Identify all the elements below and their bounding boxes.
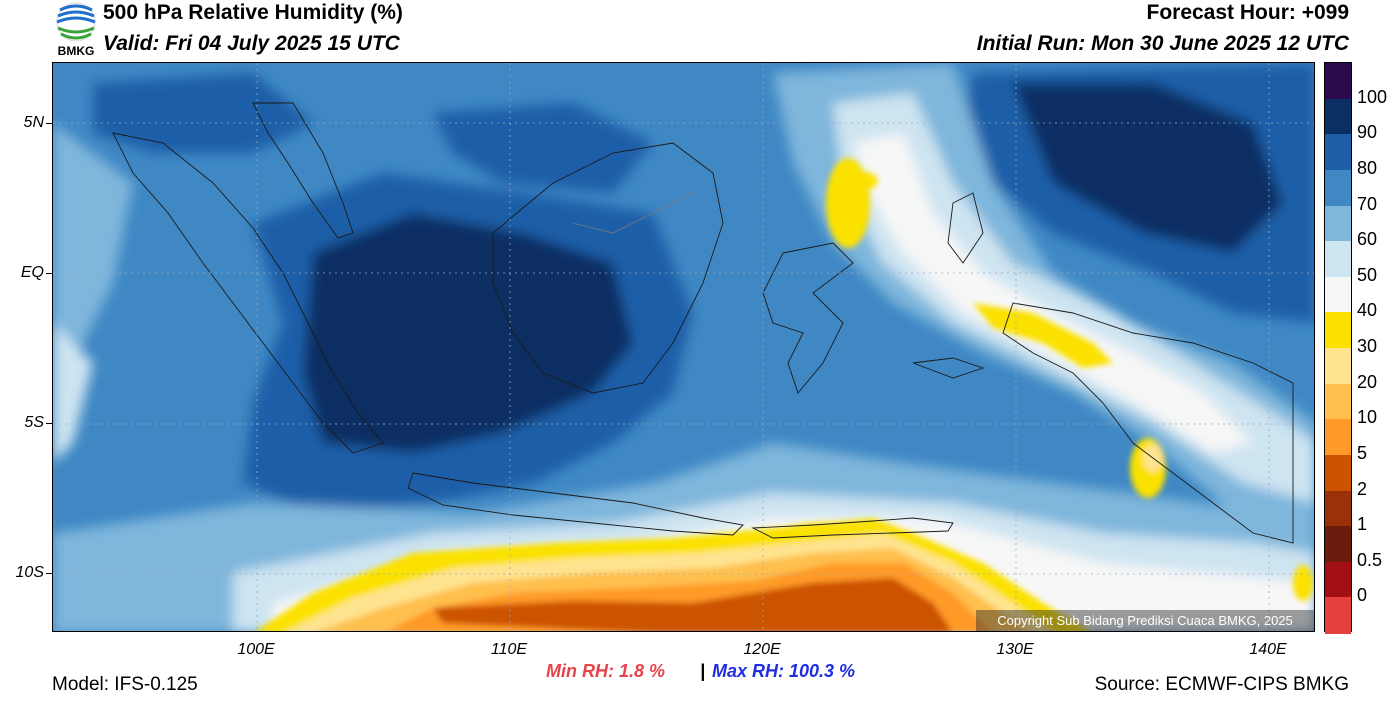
colorbar-label: 50 [1357, 264, 1378, 285]
y-tick-5s: 5S [24, 414, 44, 431]
colorbar-label: 20 [1357, 371, 1378, 392]
source-label: Source: ECMWF-CIPS BMKG [1094, 674, 1349, 695]
colorbar-segment [1325, 419, 1351, 456]
colorbar-segment [1325, 98, 1351, 135]
bmkg-logo-icon: BMKG [52, 2, 100, 62]
colorbar-label: 60 [1357, 229, 1378, 250]
colorbar-label: 5 [1357, 442, 1368, 463]
humidity-map: Copyright Sub Bidang Prediksi Cuaca BMKG… [52, 62, 1315, 632]
colorbar-label: 1 [1357, 514, 1368, 535]
x-tick-100e: 100E [237, 641, 275, 658]
map-canvas [53, 63, 1314, 631]
colorbar-label: 40 [1357, 300, 1378, 321]
y-tick-mark [46, 423, 52, 424]
colorbar-segment [1325, 348, 1351, 385]
x-tick-110e: 110E [490, 641, 528, 658]
colorbar [1324, 62, 1352, 634]
chart-title: 500 hPa Relative Humidity (%) [103, 1, 403, 24]
x-tick-140e: 140E [1249, 641, 1287, 658]
colorbar-segment [1325, 205, 1351, 242]
colorbar-segment [1325, 63, 1351, 100]
colorbar-segment [1325, 312, 1351, 349]
y-tick-10s: 10S [15, 564, 44, 581]
x-tick-130e: 130E [996, 641, 1034, 658]
colorbar-segment [1325, 454, 1351, 491]
colorbar-label: 0 [1357, 585, 1368, 606]
y-tick-eq: EQ [20, 264, 44, 281]
stats-separator: | [700, 661, 706, 681]
forecast-hour: Forecast Hour: +099 [1146, 1, 1350, 24]
y-tick-mark [46, 273, 52, 274]
max-rh: Max RH: 100.3 % [712, 661, 856, 681]
y-tick-mark [46, 573, 52, 574]
logo-text: BMKG [57, 44, 95, 58]
colorbar-label: 70 [1357, 193, 1378, 214]
colorbar-segment [1325, 241, 1351, 278]
colorbar-label: 90 [1357, 122, 1378, 143]
colorbar-segment [1325, 490, 1351, 527]
colorbar-segment [1325, 597, 1351, 634]
y-tick-mark [46, 123, 52, 124]
copyright-label: Copyright Sub Bidang Prediksi Cuaca BMKG… [976, 610, 1314, 631]
colorbar-segment [1325, 134, 1351, 171]
colorbar-segment [1325, 383, 1351, 420]
colorbar-label: 100 [1357, 86, 1388, 107]
colorbar-label: 80 [1357, 157, 1378, 178]
colorbar-label: 30 [1357, 336, 1378, 356]
colorbar-label: 10 [1357, 407, 1378, 428]
colorbar-segment [1325, 561, 1351, 598]
x-tick-120e: 120E [743, 641, 781, 658]
colorbar-segment [1325, 276, 1351, 313]
valid-time: Valid: Fri 04 July 2025 15 UTC [103, 32, 400, 55]
min-rh: Min RH: 1.8 % [546, 661, 666, 681]
model-label: Model: IFS-0.125 [52, 674, 198, 695]
initial-run: Initial Run: Mon 30 June 2025 12 UTC [976, 32, 1349, 55]
colorbar-label: 2 [1357, 478, 1368, 499]
colorbar-segment [1325, 169, 1351, 206]
y-tick-5n: 5N [23, 114, 44, 131]
colorbar-label: 0.5 [1357, 549, 1383, 570]
colorbar-segment [1325, 526, 1351, 563]
